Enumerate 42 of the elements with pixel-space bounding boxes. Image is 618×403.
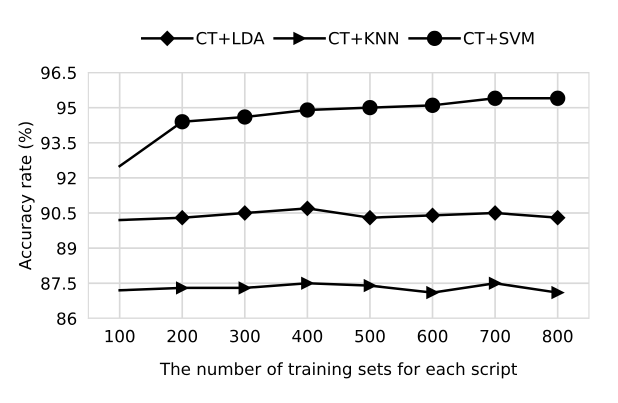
point xyxy=(550,90,566,106)
point xyxy=(300,200,315,216)
point xyxy=(237,109,252,125)
point xyxy=(364,279,376,292)
y-tick-label: 86 xyxy=(57,312,76,325)
y-tick-label: 87.5 xyxy=(41,277,76,290)
point xyxy=(174,210,190,226)
y-tick-label: 95 xyxy=(57,102,76,114)
point xyxy=(487,90,503,106)
y-axis-title: Accuracy rate (%) xyxy=(18,122,35,270)
point xyxy=(362,100,378,116)
x-axis-title: The number of training sets for each script xyxy=(160,362,518,378)
point xyxy=(176,282,188,294)
x-tick-label: 200 xyxy=(168,330,198,342)
point xyxy=(551,286,564,299)
point xyxy=(426,286,439,299)
x-tick-label: 300 xyxy=(230,330,260,342)
x-tick-label: 600 xyxy=(418,330,448,342)
x-tick-label: 500 xyxy=(355,330,385,342)
legend-label: CT+KNN xyxy=(328,32,398,44)
y-tick-label: 92 xyxy=(57,172,76,184)
x-tick-label: 700 xyxy=(480,330,510,342)
x-tick-label: 100 xyxy=(106,330,134,342)
point xyxy=(300,102,316,118)
y-tick-label: 96.5 xyxy=(41,66,76,80)
y-tick-label: 89 xyxy=(57,242,76,255)
point xyxy=(488,205,503,221)
legend-label: CT+SVM xyxy=(464,32,534,44)
point xyxy=(550,210,566,226)
legend-label: CT+LDA xyxy=(196,32,264,44)
y-tick-label: 90.5 xyxy=(41,206,76,220)
x-tick-label: 800 xyxy=(542,330,572,342)
point xyxy=(488,277,502,290)
y-tick-label: 93.5 xyxy=(41,136,76,150)
point xyxy=(174,114,190,130)
point xyxy=(237,205,252,221)
point xyxy=(238,282,252,294)
point xyxy=(301,277,314,290)
point xyxy=(424,208,440,223)
point xyxy=(424,98,440,113)
point xyxy=(362,210,378,226)
x-tick-label: 400 xyxy=(292,330,322,342)
